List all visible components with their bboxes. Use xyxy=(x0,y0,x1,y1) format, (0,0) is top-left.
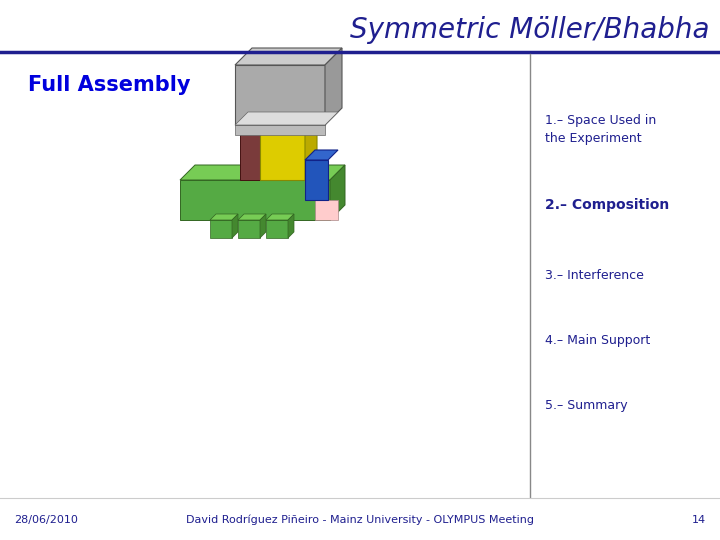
Text: 5.– Summary: 5.– Summary xyxy=(545,399,628,411)
Text: 14: 14 xyxy=(692,515,706,525)
Polygon shape xyxy=(180,165,345,180)
Polygon shape xyxy=(210,214,238,220)
Polygon shape xyxy=(305,113,317,180)
Text: Full Assembly: Full Assembly xyxy=(28,75,191,95)
Polygon shape xyxy=(232,214,238,238)
Text: David Rodríguez Piñeiro - Mainz University - OLYMPUS Meeting: David Rodríguez Piñeiro - Mainz Universi… xyxy=(186,515,534,525)
Polygon shape xyxy=(305,160,328,200)
Polygon shape xyxy=(180,180,330,220)
Polygon shape xyxy=(260,214,266,238)
Polygon shape xyxy=(260,125,305,180)
Polygon shape xyxy=(240,125,260,180)
Polygon shape xyxy=(235,48,342,65)
Polygon shape xyxy=(210,220,232,238)
Polygon shape xyxy=(238,220,260,238)
Text: Symmetric Möller/Bhabha: Symmetric Möller/Bhabha xyxy=(351,16,710,44)
Text: 1.– Space Used in
the Experiment: 1.– Space Used in the Experiment xyxy=(545,114,656,145)
Polygon shape xyxy=(266,220,288,238)
Text: 4.– Main Support: 4.– Main Support xyxy=(545,334,650,347)
Text: 2.– Composition: 2.– Composition xyxy=(545,198,670,212)
Polygon shape xyxy=(305,150,338,160)
Polygon shape xyxy=(260,113,317,125)
Polygon shape xyxy=(238,214,266,220)
Polygon shape xyxy=(235,125,325,135)
Text: 3.– Interference: 3.– Interference xyxy=(545,269,644,282)
Text: 28/06/2010: 28/06/2010 xyxy=(14,515,78,525)
Polygon shape xyxy=(235,65,325,125)
Polygon shape xyxy=(330,165,345,220)
Polygon shape xyxy=(288,214,294,238)
Polygon shape xyxy=(240,119,266,125)
Polygon shape xyxy=(325,48,342,125)
Polygon shape xyxy=(315,200,338,220)
Polygon shape xyxy=(266,214,294,220)
Polygon shape xyxy=(235,112,338,125)
